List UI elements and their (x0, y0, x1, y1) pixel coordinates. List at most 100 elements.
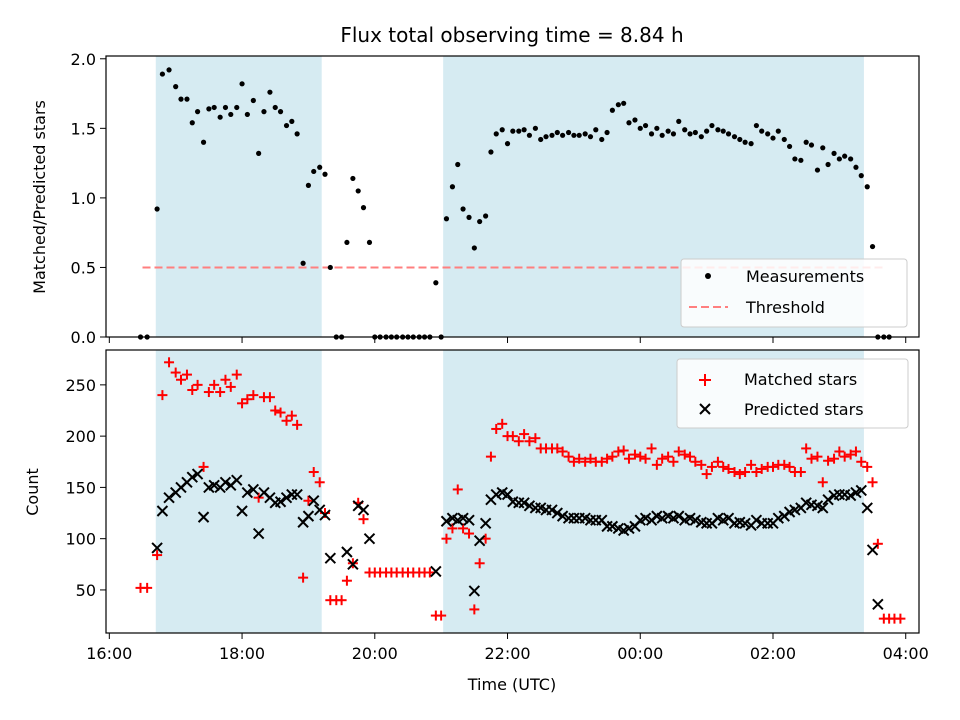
matched-star-point (706, 461, 717, 472)
measurement-point (471, 245, 477, 251)
measurement-point (455, 161, 461, 168)
matched-star-point (303, 495, 314, 506)
measurement-point (311, 168, 317, 175)
measurement-point (775, 128, 781, 134)
measurement-point (250, 97, 256, 104)
matched-star-point (640, 453, 651, 464)
matched-star-point (270, 405, 281, 416)
matched-star-point (817, 477, 828, 488)
matched-star-point (629, 449, 640, 460)
matched-star-point (253, 492, 264, 503)
matched-star-point (872, 538, 883, 549)
matched-star-point (701, 469, 712, 480)
matched-star-point (452, 484, 463, 495)
measurement-point (543, 134, 549, 140)
matched-star-point (596, 456, 607, 467)
matched-star-point (718, 461, 729, 472)
measurement-point (853, 164, 859, 170)
observing-window-0 (155, 56, 322, 337)
matched-star-point (491, 423, 502, 434)
predicted-star-point (673, 510, 685, 522)
predicted-star-point (463, 514, 475, 526)
matched-star-point (203, 387, 214, 398)
measurement-point (217, 114, 223, 120)
measurement-point (300, 260, 306, 266)
measurement-point (576, 132, 582, 138)
measurement-point (571, 132, 577, 138)
predicted-star-point (479, 517, 492, 529)
ratio-ytick-label: 1.0 (71, 189, 96, 208)
predicted-star-point (440, 515, 453, 527)
measurement-point (560, 132, 566, 138)
matched-star-point (292, 419, 303, 430)
predicted-star-point (861, 502, 873, 514)
measurement-point (211, 104, 217, 111)
matched-star-point (646, 443, 657, 454)
predicted-star-point (347, 558, 359, 571)
matched-star-point (602, 453, 613, 464)
measurement-point (604, 129, 610, 136)
ratio-ylabel: Matched/Predicted stars (30, 100, 49, 294)
measurement-point (322, 171, 328, 177)
measurement-point (687, 131, 693, 137)
legend-marker-matched (699, 374, 711, 386)
matched-star-point (801, 443, 812, 454)
matched-star-point (441, 533, 452, 544)
measurement-point (864, 184, 870, 190)
predicted-star-point (236, 505, 248, 517)
predicted-star-point (231, 474, 243, 486)
measurement-point (808, 142, 815, 148)
measurement-point (848, 156, 854, 162)
measurement-point (189, 120, 195, 126)
measurement-point (670, 131, 677, 137)
legend-marker-predicted (699, 403, 711, 415)
predicted-star-point (291, 488, 303, 501)
measurement-point (676, 118, 682, 124)
matched-star-point (740, 467, 751, 478)
matched-star-point (806, 453, 817, 464)
matched-star-point (723, 463, 734, 474)
measurement-point (609, 107, 615, 113)
count-xtick-label: 02:00 (750, 644, 796, 663)
predicted-star-point (241, 486, 254, 499)
matched-star-point (663, 451, 674, 462)
matched-star-point (298, 572, 309, 583)
measurement-point (327, 264, 333, 271)
measurement-point (615, 102, 621, 108)
measurement-point (350, 175, 356, 182)
measurement-point (344, 239, 350, 246)
matched-star-point (839, 451, 850, 462)
matched-star-point (187, 384, 198, 395)
matched-star-point (756, 463, 767, 474)
measurement-point (166, 67, 172, 73)
legend-marker-measurements (705, 273, 711, 279)
legend-label-measurements: Measurements (746, 267, 864, 286)
measurement-point (831, 150, 837, 156)
matched-star-point (618, 445, 629, 456)
matched-star-point (552, 443, 563, 454)
measurement-point (731, 134, 738, 140)
matched-star-point (164, 357, 175, 368)
predicted-star-point (280, 491, 293, 504)
measurement-point (443, 216, 450, 222)
measurement-point (449, 184, 456, 190)
matched-star-point (336, 595, 347, 606)
matched-star-point (530, 433, 541, 444)
predicted-star-point (546, 504, 558, 516)
predicted-star-point (501, 488, 514, 501)
measurement-point (665, 128, 671, 134)
predicted-star-point (341, 546, 353, 558)
matched-star-point (142, 582, 153, 593)
measurement-point (516, 128, 522, 134)
count-ytick-label: 200 (65, 427, 96, 446)
matched-star-point (696, 459, 707, 470)
predicted-star-point (197, 511, 210, 523)
count-xtick-label: 22:00 (484, 644, 530, 663)
measurement-point (554, 129, 560, 136)
measurement-point (433, 280, 439, 286)
matched-star-point (464, 528, 475, 539)
predicted-star-point (468, 585, 481, 597)
measurement-point (256, 150, 262, 156)
measurement-point (659, 132, 665, 138)
measurement-point (715, 127, 721, 133)
